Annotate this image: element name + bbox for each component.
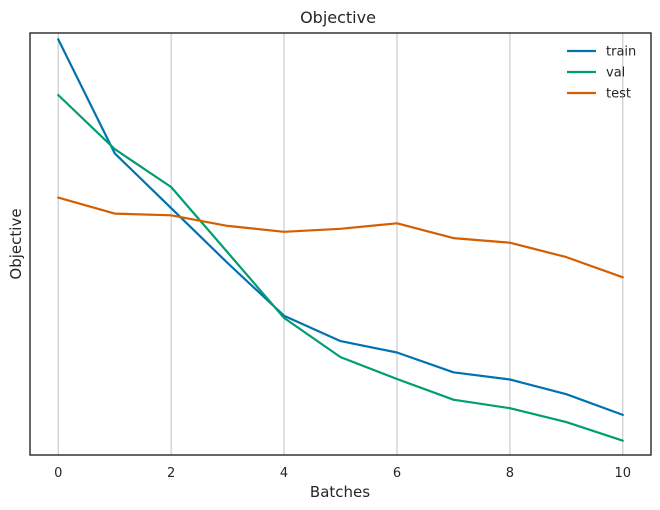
series-line-test — [57, 196, 624, 279]
legend: train val test — [567, 45, 636, 102]
y-axis-label: Objective — [7, 208, 25, 279]
x-tick-label-2: 2 — [167, 466, 175, 481]
x-axis-label: Batches — [310, 483, 370, 501]
x-tick-label-8: 8 — [506, 466, 514, 481]
x-tick-label-0: 0 — [54, 466, 62, 481]
x-tick-label-6: 6 — [393, 466, 401, 481]
series-line-train — [57, 38, 624, 416]
gridlines — [57, 33, 624, 455]
chart-title: Objective — [300, 8, 376, 27]
series-line-val — [57, 93, 624, 442]
series-lines — [57, 38, 624, 442]
plot-area-frame — [29, 32, 652, 456]
x-tick-labels: 0 2 4 6 8 10 — [54, 466, 631, 481]
legend-label-val: val — [606, 66, 625, 81]
legend-label-train: train — [606, 45, 636, 60]
x-tick-label-4: 4 — [280, 466, 288, 481]
legend-label-test: test — [606, 87, 631, 102]
x-tick-label-10: 10 — [614, 466, 631, 481]
